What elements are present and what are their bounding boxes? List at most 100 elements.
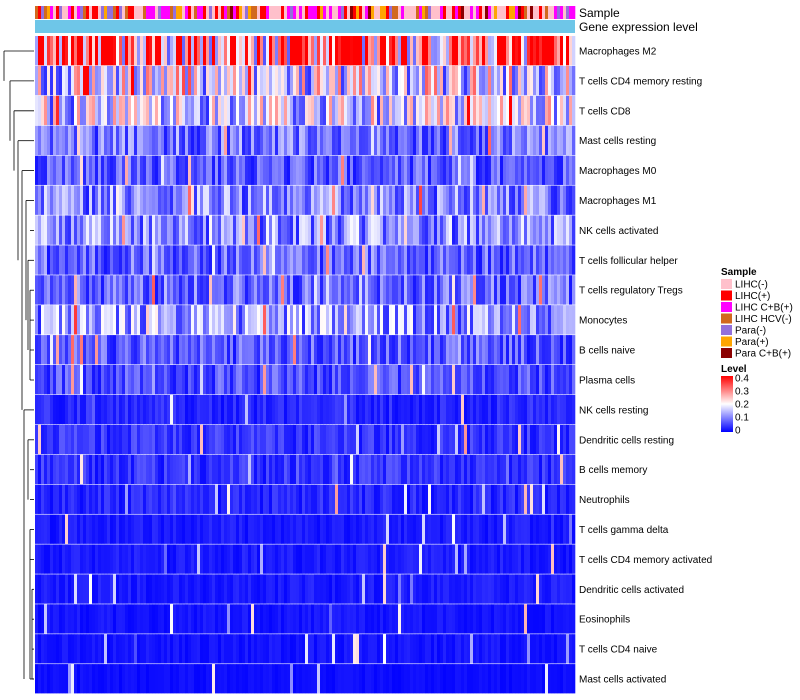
heatmap-cell — [350, 604, 354, 634]
heatmap-cell — [131, 65, 135, 96]
heatmap-cell — [446, 275, 450, 305]
heatmap-cell — [173, 65, 177, 96]
heatmap-cell — [221, 394, 225, 425]
heatmap-cell — [179, 664, 183, 694]
heatmap-cell — [446, 394, 450, 425]
heatmap-cell — [359, 335, 363, 365]
heatmap-cell — [290, 604, 294, 634]
heatmap-cell — [503, 335, 507, 365]
heatmap-cell — [407, 245, 411, 275]
heatmap-cell — [446, 125, 450, 156]
heatmap-cell — [404, 245, 408, 275]
heatmap-cell — [365, 454, 369, 485]
heatmap-cell — [287, 155, 291, 185]
heatmap-cell — [281, 664, 285, 694]
heatmap-cell — [392, 634, 396, 664]
heatmap-cell — [410, 544, 414, 574]
heatmap-cell — [38, 95, 42, 126]
heatmap-cell — [374, 215, 378, 245]
heatmap-cell — [119, 335, 123, 365]
heatmap-cell — [536, 305, 540, 335]
heatmap-cell — [563, 604, 567, 634]
heatmap-cell — [374, 125, 378, 156]
heatmap-cell — [83, 394, 87, 425]
heatmap-cell — [56, 65, 60, 96]
heatmap-cell — [59, 544, 63, 574]
heatmap-cell — [488, 365, 492, 395]
heatmap-cell — [518, 65, 522, 96]
heatmap-cell — [467, 484, 471, 514]
heatmap-cell — [65, 215, 69, 245]
heatmap-cell — [560, 95, 564, 126]
sample-cell — [494, 6, 498, 19]
heatmap-cell — [278, 185, 282, 215]
heatmap-cell — [281, 454, 285, 485]
heatmap-cell — [284, 514, 288, 544]
heatmap-cell — [317, 484, 321, 514]
heatmap-cell — [62, 664, 66, 694]
heatmap-cell — [530, 155, 534, 185]
heatmap-cell — [476, 155, 480, 185]
heatmap-cell — [170, 335, 174, 365]
heatmap-cell — [47, 335, 51, 365]
heatmap-cell — [44, 424, 48, 455]
heatmap-cell — [557, 604, 561, 634]
heatmap-cell — [317, 245, 321, 275]
heatmap-cell — [314, 155, 318, 185]
heatmap-cell — [140, 514, 144, 544]
heatmap-cell — [203, 125, 207, 156]
heatmap-cell — [47, 125, 51, 156]
heatmap-cell — [239, 185, 243, 215]
heatmap-cell — [287, 634, 291, 664]
heatmap-cell — [554, 185, 558, 215]
heatmap-cell — [488, 65, 492, 96]
heatmap-cell — [116, 245, 120, 275]
heatmap-cell — [44, 36, 48, 66]
heatmap-cell — [533, 65, 537, 96]
heatmap-cell — [485, 65, 489, 96]
heatmap-cell — [458, 365, 462, 395]
row-label: B cells naive — [579, 346, 636, 357]
heatmap-cell — [323, 424, 327, 455]
heatmap-cell — [143, 125, 147, 156]
heatmap-cell — [365, 424, 369, 455]
heatmap-cell — [356, 275, 360, 305]
heatmap-cell — [95, 36, 99, 66]
heatmap-cell — [77, 544, 81, 574]
heatmap-cell — [101, 514, 105, 544]
heatmap-cell — [185, 155, 189, 185]
heatmap-cell — [203, 95, 207, 126]
heatmap-cell — [107, 454, 111, 485]
heatmap-cell — [188, 604, 192, 634]
heatmap-cell — [536, 664, 540, 694]
heatmap-cell — [464, 544, 468, 574]
sample-cell — [380, 6, 384, 19]
heatmap-cell — [230, 65, 234, 96]
heatmap-cell — [194, 365, 198, 395]
sample-cell — [128, 6, 132, 19]
heatmap-cell — [392, 365, 396, 395]
heatmap-cell — [554, 604, 558, 634]
heatmap-cell — [467, 125, 471, 156]
heatmap-cell — [554, 95, 558, 126]
heatmap-cell — [275, 544, 279, 574]
heatmap-cell — [497, 574, 501, 604]
heatmap-cell — [65, 65, 69, 96]
heatmap-cell — [449, 664, 453, 694]
heatmap-cell — [203, 544, 207, 574]
heatmap-cell — [320, 394, 324, 425]
heatmap-cell — [122, 634, 126, 664]
heatmap-cell — [287, 365, 291, 395]
heatmap-cell — [269, 394, 273, 425]
heatmap-cell — [95, 454, 99, 485]
heatmap-cell — [47, 514, 51, 544]
heatmap-cell — [308, 574, 312, 604]
heatmap-cell — [539, 604, 543, 634]
heatmap-cell — [419, 365, 423, 395]
heatmap-cell — [230, 365, 234, 395]
heatmap-cell — [566, 664, 570, 694]
heatmap-cell — [191, 514, 195, 544]
heatmap-cell — [524, 245, 528, 275]
heatmap-cell — [101, 454, 105, 485]
